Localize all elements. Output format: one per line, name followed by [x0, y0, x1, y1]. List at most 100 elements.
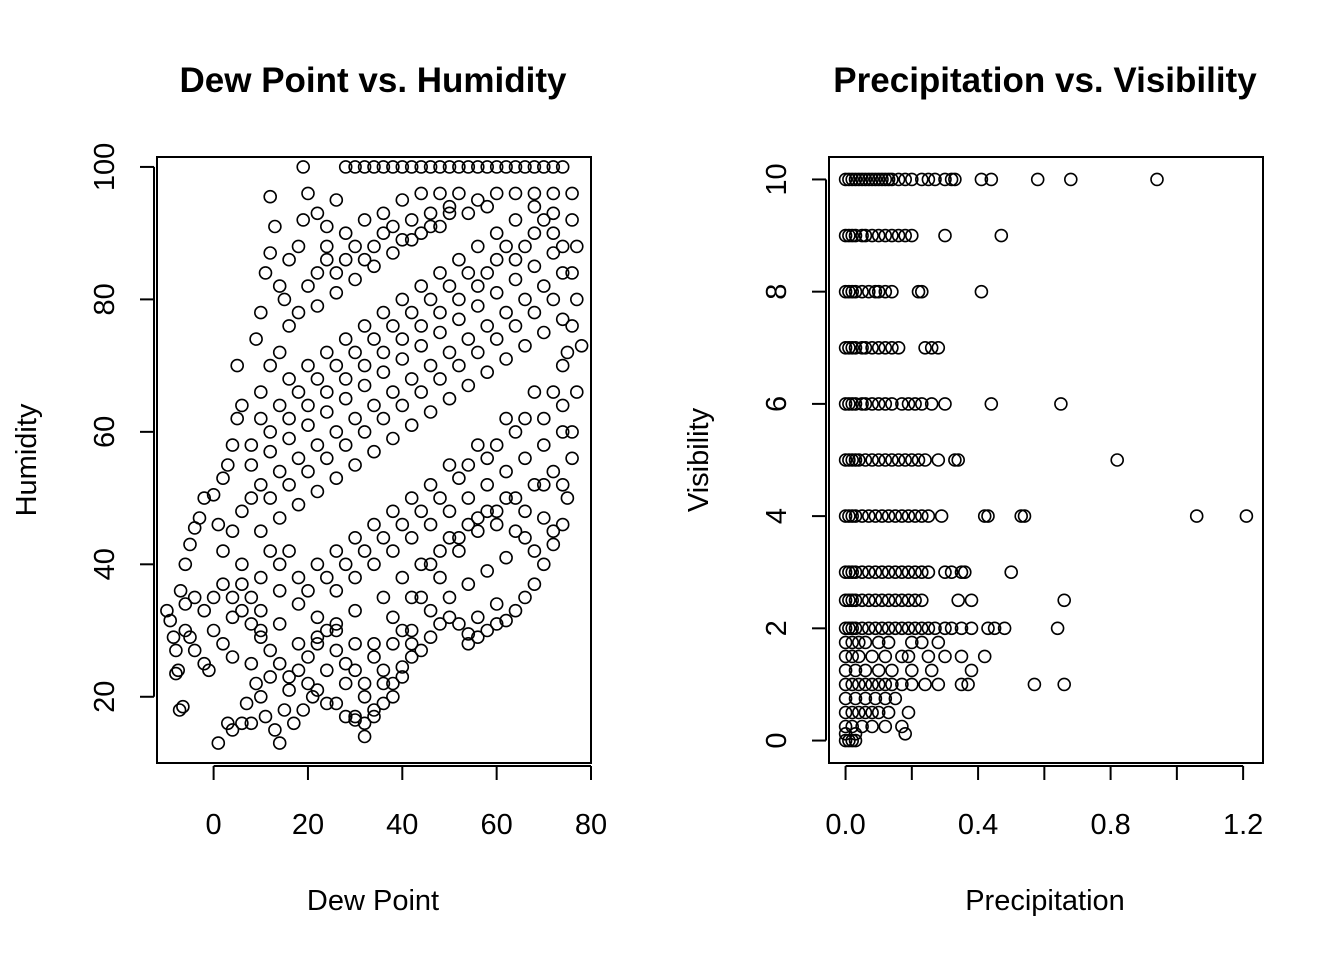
- data-point: [914, 635, 929, 650]
- data-point: [272, 583, 287, 598]
- data-point: [386, 676, 400, 691]
- data-point: [253, 570, 268, 585]
- data-point: [1017, 509, 1032, 523]
- y-tick-label: 40: [89, 548, 121, 580]
- y-tick-label: 60: [89, 416, 121, 448]
- data-point: [272, 464, 287, 479]
- data-point: [404, 418, 419, 433]
- data-point: [452, 544, 466, 558]
- data-point: [1057, 593, 1071, 608]
- dew-point-humidity-panel: Dew Point vs. Humidity 0 20 40 60 80 20 40 60 8…: [11, 61, 607, 917]
- x-axis: 0 20 40 60 80: [206, 765, 607, 841]
- data-point: [838, 593, 853, 608]
- data-point: [367, 332, 381, 346]
- y-tick-label: 2: [761, 620, 793, 636]
- data-point: [842, 340, 856, 355]
- data-point: [461, 206, 476, 221]
- data-point: [895, 677, 909, 692]
- data-point: [253, 411, 268, 426]
- data-point: [452, 358, 466, 373]
- data-point: [423, 206, 438, 221]
- data-point: [878, 284, 893, 299]
- data-point: [470, 511, 485, 525]
- data-point: [499, 305, 513, 320]
- data-point: [433, 325, 447, 340]
- data-point: [518, 504, 532, 519]
- data-point: [901, 565, 916, 580]
- data-point: [414, 385, 429, 399]
- data-point: [386, 319, 400, 333]
- data-point: [357, 425, 372, 439]
- data-point: [851, 677, 866, 692]
- data-point: [225, 524, 240, 539]
- data-point: [964, 663, 979, 678]
- data-point: [842, 228, 856, 243]
- data-point: [263, 670, 278, 684]
- data-point: [348, 458, 362, 472]
- data-point: [461, 517, 476, 532]
- data-point: [865, 705, 879, 720]
- data-point: [845, 635, 860, 650]
- data-point: [845, 453, 860, 467]
- data-point: [848, 691, 863, 706]
- data-point: [842, 509, 856, 523]
- y-tick-label: 80: [89, 283, 121, 315]
- data-point: [954, 649, 969, 664]
- data-point: [954, 621, 969, 636]
- data-point: [851, 172, 866, 187]
- data-point: [546, 464, 561, 479]
- data-point: [258, 266, 273, 280]
- data-point: [272, 557, 287, 572]
- data-point: [842, 172, 856, 187]
- data-point: [395, 660, 410, 674]
- data-point: [536, 557, 551, 572]
- x-axis-label: Dew Point: [307, 885, 439, 917]
- x-tick-label: 1.2: [1223, 809, 1263, 841]
- data-point: [898, 172, 913, 187]
- data-point: [838, 621, 853, 636]
- data-point: [845, 228, 860, 243]
- data-point: [305, 689, 320, 704]
- data-point: [480, 564, 495, 578]
- data-point: [508, 272, 523, 287]
- data-point: [891, 228, 906, 243]
- data-point: [329, 358, 344, 373]
- data-point: [338, 226, 353, 240]
- data-point: [301, 650, 315, 664]
- data-point: [924, 663, 939, 678]
- data-point: [319, 252, 334, 267]
- data-point: [376, 160, 391, 174]
- data-point: [291, 451, 306, 466]
- data-point: [845, 397, 860, 411]
- data-point: [319, 345, 334, 360]
- data-point: [527, 544, 542, 558]
- data-point: [948, 453, 962, 467]
- data-point: [239, 696, 254, 711]
- data-point: [842, 397, 856, 411]
- data-point: [386, 431, 400, 446]
- data-point: [931, 453, 946, 467]
- data-point: [291, 305, 306, 320]
- data-point: [845, 621, 860, 636]
- data-point: [386, 504, 400, 519]
- data-point: [225, 723, 240, 737]
- data-point: [395, 623, 410, 638]
- data-point: [329, 471, 344, 486]
- data-point: [253, 524, 268, 539]
- data-point: [423, 358, 438, 373]
- data-point: [518, 292, 532, 307]
- data-point: [404, 491, 419, 505]
- data-point: [442, 590, 457, 605]
- data-point: [838, 677, 853, 692]
- data-point: [536, 279, 551, 293]
- data-point: [855, 340, 869, 355]
- data-point: [253, 477, 268, 492]
- data-point: [845, 733, 860, 748]
- data-point: [367, 636, 381, 651]
- data-point: [348, 272, 362, 287]
- data-point: [442, 199, 457, 214]
- data-point: [470, 160, 485, 174]
- data-point: [348, 345, 362, 360]
- data-point: [858, 635, 873, 650]
- data-point: [282, 544, 296, 558]
